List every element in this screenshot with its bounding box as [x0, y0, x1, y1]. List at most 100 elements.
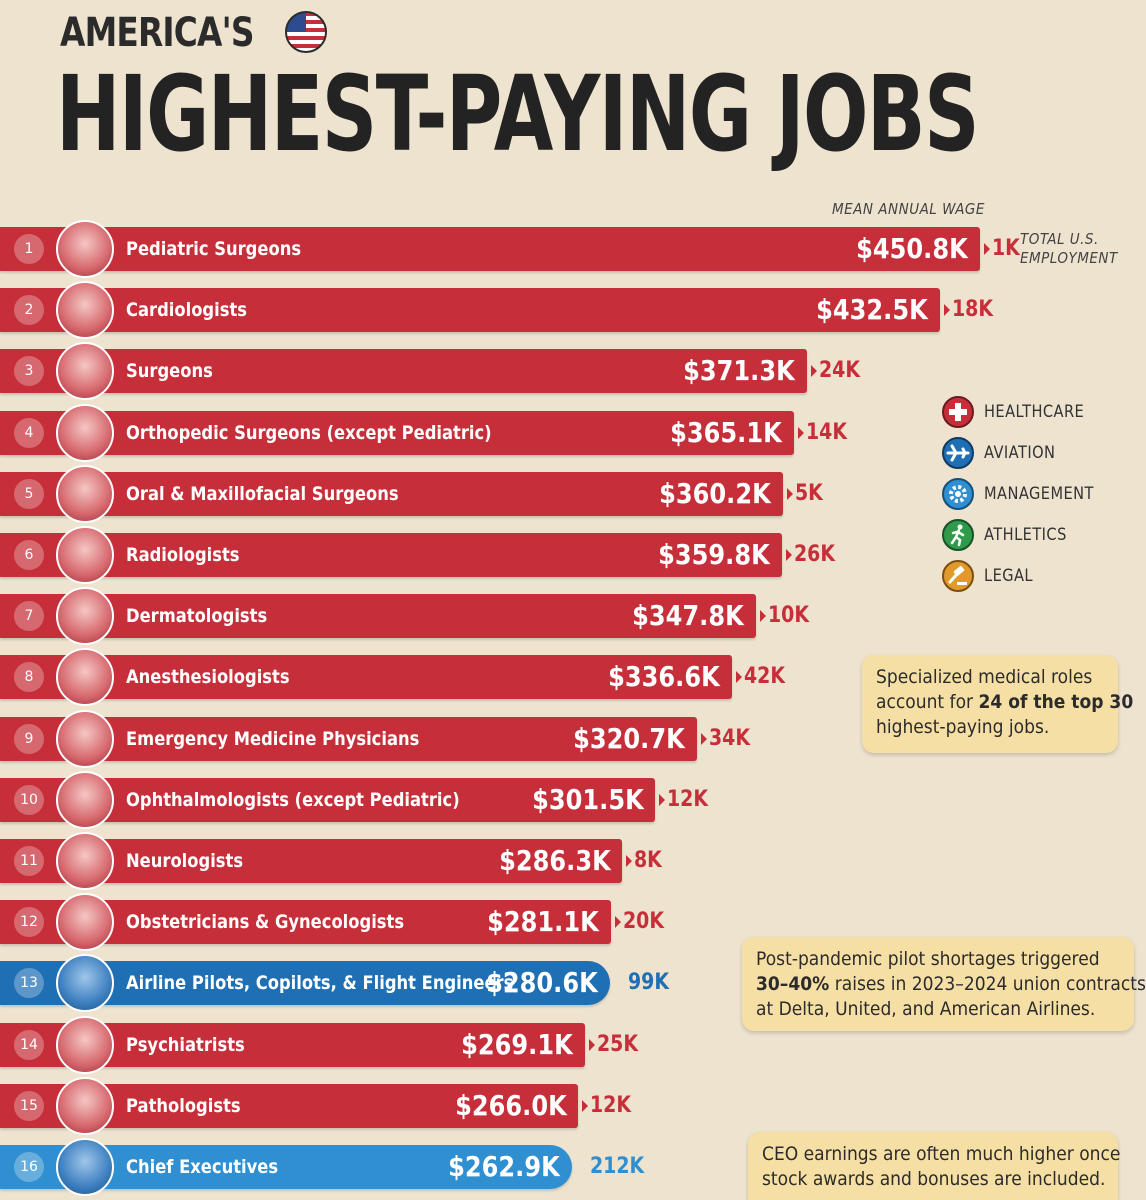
employment-label: 26K — [794, 542, 836, 567]
pointer-icon — [615, 916, 622, 929]
job-photo — [56, 526, 114, 584]
job-name: Obstetricians & Gynecologists — [126, 911, 405, 934]
legend-label: HEALTHCARE — [984, 402, 1085, 422]
pointer-icon — [626, 855, 633, 867]
title-line2: HIGHEST-PAYING JOBS — [56, 53, 980, 175]
wage-label: $280.6K — [486, 966, 598, 1000]
rank-badge: 14 — [14, 1029, 44, 1060]
pointer-icon — [984, 243, 990, 255]
employment-label: 34K — [709, 725, 751, 751]
cross-icon — [942, 396, 974, 428]
rank-badge: 16 — [14, 1152, 44, 1182]
pointer-icon — [787, 487, 794, 500]
legend-label: AVIATION — [984, 443, 1056, 463]
job-name: Oral & Maxillofacial Surgeons — [126, 482, 399, 505]
employment-label: 20K — [623, 909, 665, 935]
note-pilot: Post-pandemic pilot shortages triggered … — [742, 937, 1146, 1031]
pointer-icon — [944, 304, 951, 317]
wage-label: $450.8K — [856, 232, 968, 265]
job-name: Airline Pilots, Copilots, & Flight Engin… — [126, 972, 514, 995]
employment-label: 25K — [597, 1031, 638, 1057]
pointer-icon — [811, 365, 818, 378]
pointer-icon — [701, 732, 708, 745]
bar-7 — [0, 594, 757, 639]
rank-badge: 3 — [14, 356, 44, 387]
note-ceo: CEO earnings are often much higher once … — [748, 1132, 1120, 1200]
job-name: Radiologists — [126, 544, 240, 566]
employment-label: 212K — [589, 1154, 644, 1179]
employment-label: 5K — [795, 480, 823, 506]
wage-label: $301.5K — [531, 782, 644, 816]
plane-icon — [942, 437, 974, 469]
rank-badge: 11 — [14, 846, 44, 876]
wage-label: $371.3K — [683, 354, 796, 388]
bar-5 — [0, 471, 784, 516]
pointer-icon — [786, 549, 793, 561]
wage-label: $262.9K — [447, 1150, 560, 1183]
job-photo — [56, 648, 114, 707]
job-photo — [56, 709, 114, 768]
bar-2 — [0, 288, 941, 333]
job-photo — [56, 464, 114, 523]
job-name: Pediatric Surgeons — [126, 238, 302, 260]
bar-8 — [0, 655, 732, 700]
gear-icon — [942, 478, 974, 510]
job-photo — [56, 1138, 114, 1196]
pointer-icon — [797, 426, 804, 439]
wage-label: $432.5K — [816, 293, 929, 327]
pointer-icon — [735, 671, 742, 684]
job-photo — [56, 770, 114, 829]
runner-icon — [942, 519, 974, 551]
rank-badge: 4 — [14, 417, 44, 448]
employment-label: 24K — [819, 358, 861, 384]
job-photo — [56, 342, 114, 401]
job-photo — [56, 954, 114, 1013]
legend-label: LEGAL — [984, 566, 1034, 586]
job-name: Neurologists — [126, 850, 244, 872]
employment-label: 8K — [634, 848, 663, 873]
wage-label: $336.6K — [608, 660, 720, 694]
job-name: Cardiologists — [126, 299, 247, 322]
rank-badge: 2 — [14, 295, 44, 326]
employment-label: 42K — [743, 664, 785, 690]
employment-label: 1K — [992, 236, 1020, 261]
wage-label: $266.0K — [454, 1088, 567, 1122]
wage-label: $286.3K — [498, 844, 611, 877]
job-name: Ophthalmologists (except Pediatric) — [126, 788, 460, 811]
employment-label: 99K — [628, 970, 669, 996]
bar-6 — [0, 533, 783, 577]
job-photo — [56, 1076, 114, 1135]
title-line1: AMERICA'S — [60, 10, 254, 56]
job-name: Surgeons — [126, 360, 213, 383]
job-name: Chief Executives — [126, 1156, 279, 1178]
job-photo — [56, 893, 114, 952]
employment-label: 18K — [952, 297, 994, 323]
job-photo — [56, 1015, 114, 1074]
employment-label: 12K — [667, 786, 709, 812]
us-flag-icon — [285, 11, 327, 53]
rank-badge: 1 — [14, 234, 44, 264]
job-name: Dermatologists — [126, 605, 268, 628]
rank-badge: 13 — [14, 968, 44, 999]
wage-column-header: MEAN ANNUAL WAGE — [832, 200, 985, 218]
rank-badge: 15 — [14, 1090, 44, 1121]
employment-label: 10K — [768, 603, 810, 629]
job-photo — [56, 281, 114, 340]
pointer-icon — [582, 1099, 589, 1112]
job-photo — [56, 832, 114, 890]
rank-badge: 8 — [14, 662, 44, 693]
rank-badge: 5 — [14, 478, 44, 509]
wage-label: $359.8K — [658, 538, 771, 571]
rank-badge: 10 — [14, 784, 44, 815]
bar-4 — [0, 410, 794, 455]
job-photo — [56, 587, 114, 646]
job-photo — [56, 220, 114, 278]
pointer-icon — [589, 1038, 595, 1051]
pointer-icon — [760, 610, 767, 623]
job-photo — [56, 403, 114, 462]
bar-9 — [0, 716, 698, 761]
bar-3 — [0, 349, 808, 394]
wage-label: $360.2K — [659, 476, 772, 510]
rank-badge: 12 — [14, 907, 44, 938]
wage-label: $269.1K — [461, 1027, 573, 1061]
